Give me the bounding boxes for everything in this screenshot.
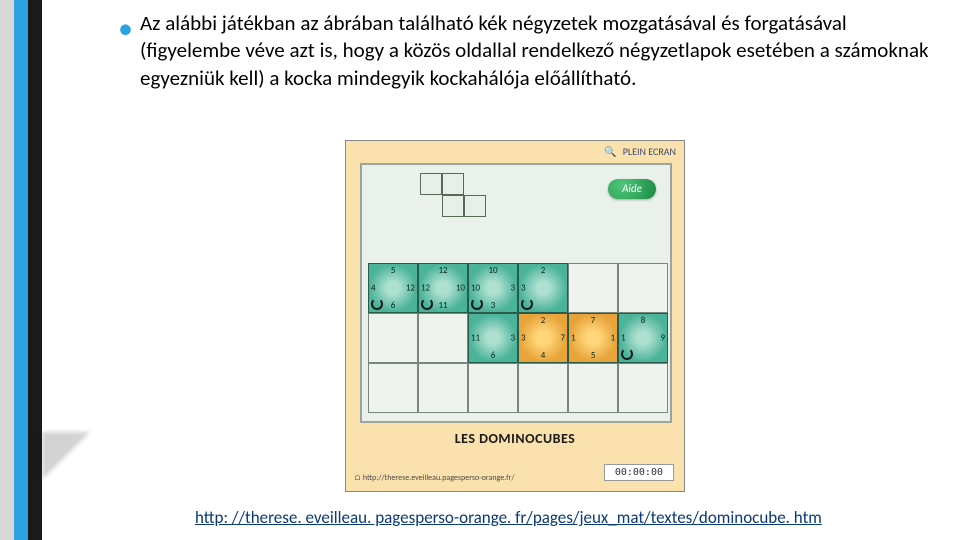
tile-number: 8 bbox=[641, 315, 646, 326]
domino-tile[interactable]: 8 1 9 bbox=[618, 313, 668, 363]
game-board-area: Aide 56412121112101031032324377511819611… bbox=[360, 163, 672, 423]
tile-number: 7 bbox=[560, 333, 565, 344]
tile-number: 6 bbox=[491, 350, 496, 361]
stripe-2 bbox=[14, 0, 28, 540]
tile-number: 11 bbox=[471, 333, 480, 344]
slide-root: • Az alábbi játékban az ábrában találhat… bbox=[0, 0, 960, 540]
board-cell bbox=[418, 363, 468, 413]
tile-number: 1 bbox=[610, 333, 615, 344]
stripe-1 bbox=[0, 0, 14, 540]
rotate-icon[interactable] bbox=[471, 298, 483, 310]
board-cell bbox=[368, 313, 418, 363]
tile-number: 2 bbox=[541, 265, 546, 276]
rotate-icon[interactable] bbox=[521, 298, 533, 310]
rotate-icon[interactable] bbox=[421, 298, 433, 310]
outline-square bbox=[464, 195, 486, 217]
figure-source: ⌂ http://therese.eveilleau.pagesperso-or… bbox=[354, 473, 514, 483]
tile-number: 12 bbox=[438, 265, 447, 276]
rotate-icon[interactable] bbox=[371, 298, 383, 310]
board-cell bbox=[418, 313, 468, 363]
magnifier-icon: 🔍 bbox=[604, 145, 616, 158]
tile-number: 5 bbox=[391, 265, 396, 276]
accent-stripes bbox=[0, 0, 42, 540]
tile-number: 1 bbox=[621, 333, 626, 344]
domino-tile[interactable]: 10 3 10 3 bbox=[468, 263, 518, 313]
external-link[interactable]: http: //therese. eveilleau. pagesperso-o… bbox=[195, 507, 822, 528]
tile-number: 9 bbox=[660, 333, 665, 344]
board-grid: 564121211121010310323243775118196113 bbox=[368, 263, 668, 413]
timer-display: 00:00:00 bbox=[604, 464, 674, 481]
board-cell bbox=[568, 263, 618, 313]
body-paragraph: Az alábbi játékban az ábrában található … bbox=[140, 10, 930, 92]
tile-number: 6 bbox=[391, 300, 396, 311]
domino-tile[interactable]: 7 5 1 1 bbox=[568, 313, 618, 363]
board-cell bbox=[468, 363, 518, 413]
fullscreen-label: 🔍 PLEIN ECRAN bbox=[604, 145, 676, 158]
tile-number: 5 bbox=[591, 350, 596, 361]
domino-tile[interactable]: 6 11 3 bbox=[468, 313, 518, 363]
tile-number: 7 bbox=[591, 315, 596, 326]
board-cell bbox=[518, 363, 568, 413]
tile-number: 3 bbox=[510, 283, 515, 294]
outline-square bbox=[420, 173, 442, 195]
fullscreen-text: PLEIN ECRAN bbox=[623, 145, 676, 158]
tile-number: 10 bbox=[456, 283, 465, 294]
tile-number: 3 bbox=[510, 333, 515, 344]
tile-number: 3 bbox=[521, 333, 526, 344]
tile-number: 3 bbox=[491, 300, 496, 311]
figure-title: LES DOMINOCUBES bbox=[346, 430, 684, 447]
figure-source-url: http://therese.eveilleau.pagesperso-oran… bbox=[363, 473, 515, 483]
tile-number: 12 bbox=[406, 283, 415, 294]
outline-square bbox=[442, 195, 464, 217]
tile-number: 3 bbox=[521, 283, 526, 294]
tile-number: 10 bbox=[471, 283, 480, 294]
board-cell bbox=[568, 363, 618, 413]
domino-tile[interactable]: 12 11 12 10 bbox=[418, 263, 468, 313]
board-cell bbox=[618, 263, 668, 313]
accent-shadow bbox=[42, 432, 90, 480]
tile-number: 1 bbox=[571, 333, 576, 344]
tile-number: 4 bbox=[541, 350, 546, 361]
bullet-icon: • bbox=[118, 14, 133, 44]
domino-tile[interactable]: 2 4 3 7 bbox=[518, 313, 568, 363]
domino-tile[interactable]: 23 bbox=[518, 263, 568, 313]
tile-number: 12 bbox=[421, 283, 430, 294]
tile-number: 10 bbox=[488, 265, 497, 276]
game-figure: 🔍 PLEIN ECRAN Aide 564121211121010310323… bbox=[345, 140, 685, 492]
domino-tile[interactable]: 5 6 4 12 bbox=[368, 263, 418, 313]
board-cell bbox=[618, 363, 668, 413]
home-icon: ⌂ bbox=[354, 473, 363, 483]
outline-square bbox=[442, 173, 464, 195]
tile-number: 2 bbox=[541, 315, 546, 326]
tile-number: 11 bbox=[438, 300, 447, 311]
board-cell bbox=[368, 363, 418, 413]
stripe-3 bbox=[28, 0, 42, 540]
help-button[interactable]: Aide bbox=[608, 179, 656, 199]
rotate-icon[interactable] bbox=[621, 348, 633, 360]
tile-number: 4 bbox=[371, 283, 376, 294]
